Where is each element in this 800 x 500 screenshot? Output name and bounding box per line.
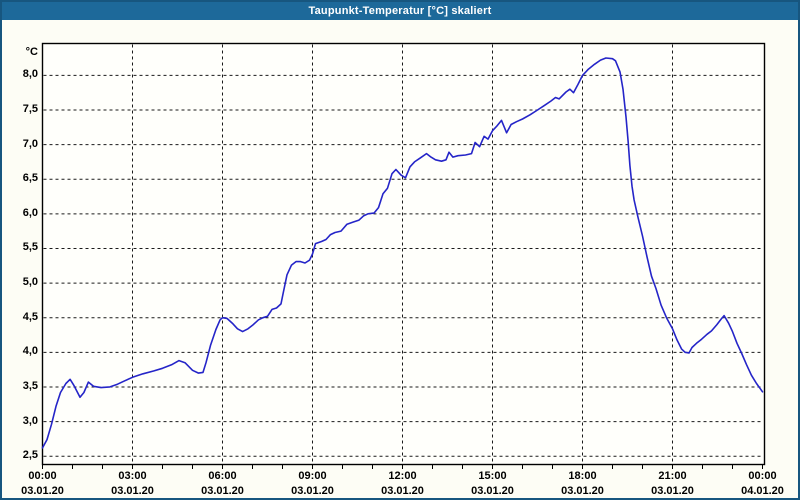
x-tick-date-label: 03.01.20 (111, 484, 154, 497)
y-axis-unit-label: °C (25, 46, 38, 58)
x-tick-date-label: 03.01.20 (651, 484, 694, 497)
window-title-bar[interactable]: Taupunkt-Temperatur [°C] skaliert (2, 2, 798, 20)
y-tick-label: 2,5 (22, 449, 38, 462)
y-tick-label: 4,5 (22, 310, 38, 323)
y-tick-label: 3,5 (22, 379, 38, 392)
y-tick-label: 6,0 (22, 206, 38, 219)
chart-canvas (41, 42, 766, 469)
x-tick-date-label: 03.01.20 (201, 484, 244, 497)
y-tick-label: 6,5 (22, 172, 38, 185)
x-tick-time-label: 06:00 (208, 469, 237, 482)
x-tick-time-label: 00:00 (28, 469, 57, 482)
y-tick-label: 7,0 (22, 137, 38, 150)
y-tick-label: 5,5 (22, 241, 38, 254)
x-tick-time-label: 15:00 (478, 469, 507, 482)
x-tick-date-label: 03.01.20 (21, 484, 64, 497)
y-tick-label: 7,5 (22, 102, 38, 115)
x-tick-date-label: 03.01.20 (381, 484, 424, 497)
x-tick-date-label: 03.01.20 (291, 484, 334, 497)
x-tick-date-label: 03.01.20 (561, 484, 604, 497)
x-tick-time-label: 00:00 (748, 469, 777, 482)
x-tick-date-label: 04.01.20 (741, 484, 784, 497)
x-tick-time-label: 03:00 (118, 469, 147, 482)
x-tick-time-label: 18:00 (568, 469, 597, 482)
y-tick-label: 3,0 (22, 414, 38, 427)
y-tick-label: 4,0 (22, 345, 38, 358)
dewpoint-line-series (41, 57, 764, 449)
x-tick-time-label: 21:00 (658, 469, 687, 482)
x-tick-date-label: 03.01.20 (471, 484, 514, 497)
y-tick-label: 5,0 (22, 276, 38, 289)
y-tick-label: 8,0 (22, 68, 38, 81)
chart-plot-area: °C 8,0 7,5 7,0 6,5 6,0 5,5 5,0 4,5 4,0 3,5 3,0 2,5 0… (2, 20, 798, 498)
window-title: Taupunkt-Temperatur [°C] skaliert (308, 5, 492, 17)
x-tick-time-label: 12:00 (388, 469, 417, 482)
x-tick-time-label: 09:00 (298, 469, 327, 482)
plot-border (41, 42, 766, 466)
